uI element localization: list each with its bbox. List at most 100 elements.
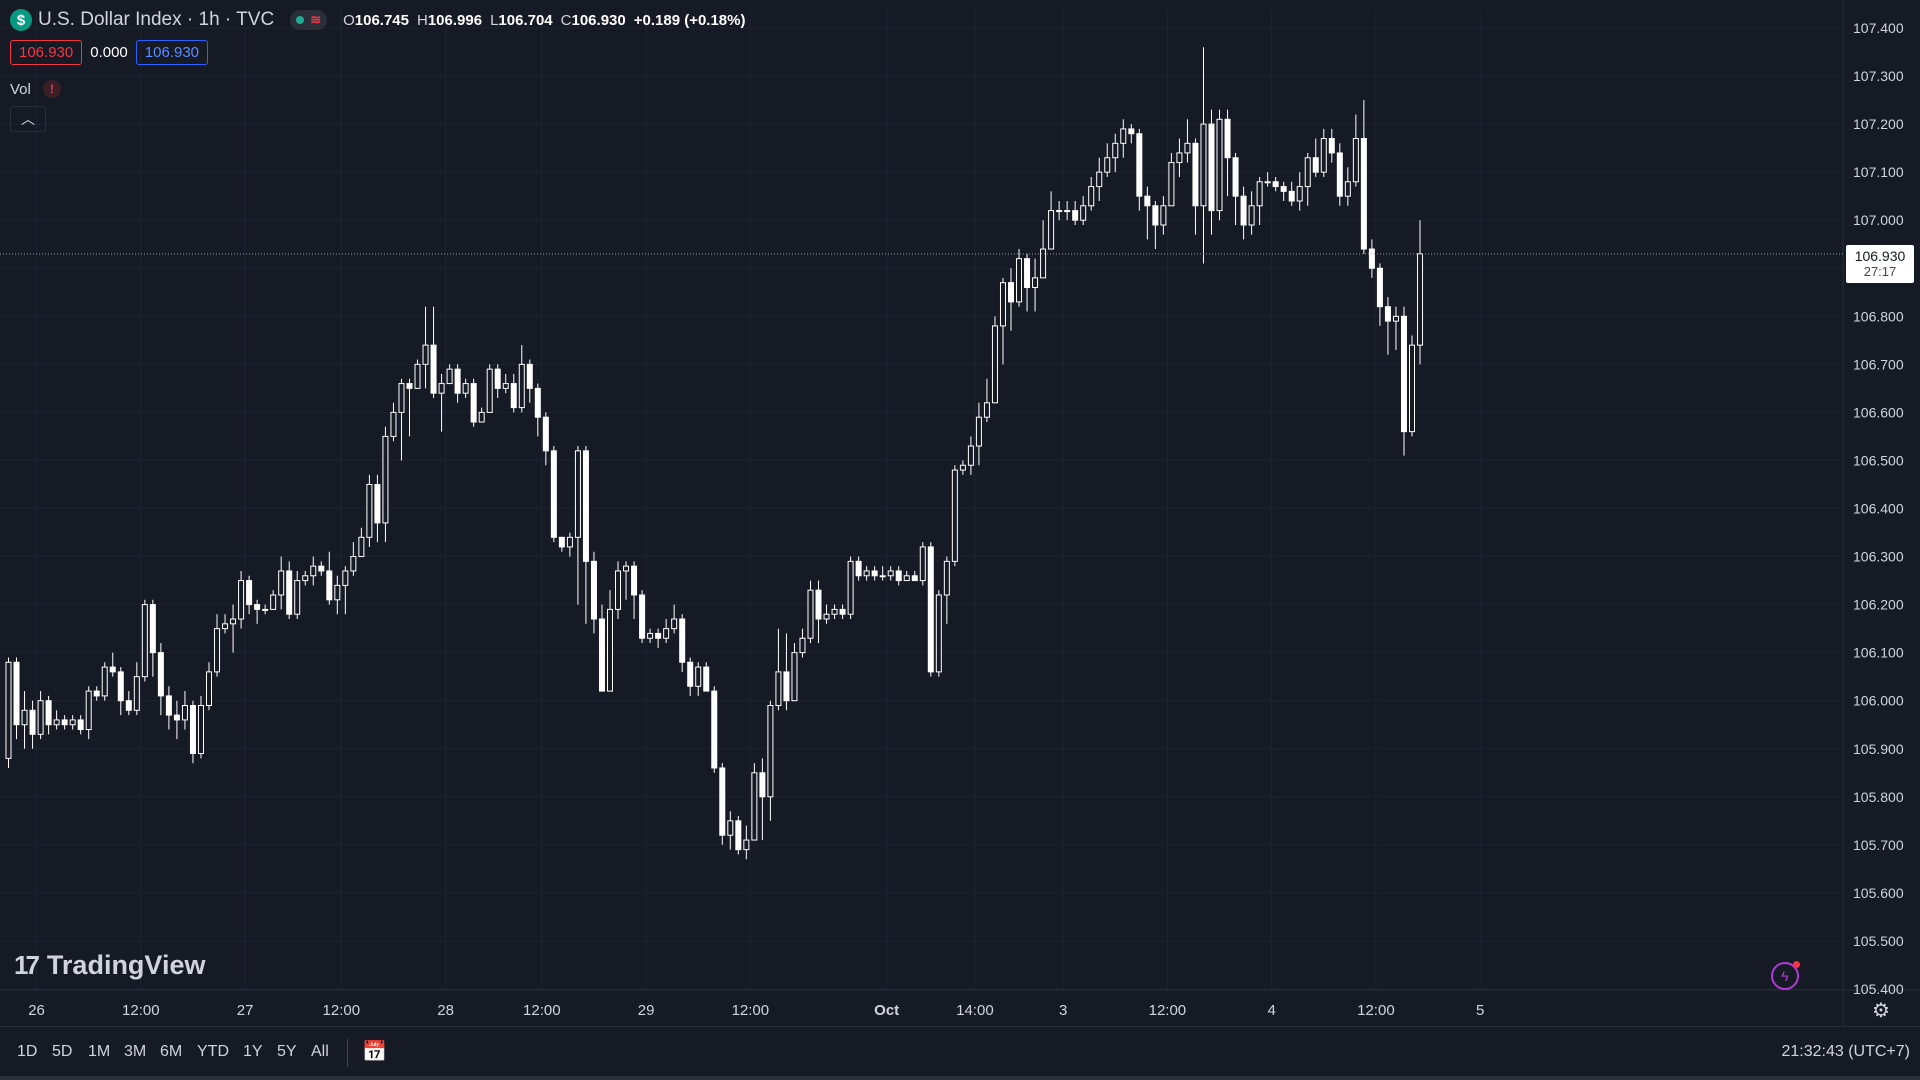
change-value: +0.189 (+0.18%) [633,11,746,29]
range-all-button[interactable]: All [311,1043,329,1060]
lightning-icon[interactable]: ϟ [1771,961,1800,990]
candle-body [1384,306,1391,322]
candle [1384,297,1391,355]
candle [446,364,453,385]
candle-body [1264,181,1271,184]
candle-body [382,435,389,524]
range-ytd-button[interactable]: YTD [197,1043,229,1060]
candle-body [847,560,854,615]
candle [69,715,76,730]
candle-body [1368,248,1375,269]
candle-body [655,632,662,639]
candle [558,536,565,552]
candle [895,566,902,586]
candle [951,465,958,567]
candle [759,758,766,841]
candle [1096,157,1103,201]
candle [807,580,814,644]
candle-body [919,546,926,582]
candle [254,599,261,624]
candle-body [109,666,116,673]
range-6m-button[interactable]: 6M [160,1043,183,1060]
candle-body [197,705,204,755]
candle [246,575,253,615]
status-pill[interactable]: ≋ [290,10,328,30]
candle [550,446,557,543]
price-chart[interactable]: 107.400 107.300 107.200 107.100 107.000 106.9… [0,0,1920,1026]
candle-body [510,383,517,409]
x-tick-label: 14:00 [956,1002,994,1019]
candle-body [663,628,670,639]
candle [214,614,221,677]
x-tick-label: 27 [237,1002,254,1019]
candle [1417,220,1424,365]
volume-label[interactable]: Vol [10,80,31,98]
candle [791,643,798,702]
candle-body [470,383,477,423]
candle [855,556,862,581]
candle [727,811,734,850]
candle [542,412,549,466]
candle-body [246,580,253,606]
candle [77,715,84,735]
sell-button[interactable]: 106.930 [10,40,83,65]
candle [29,700,36,749]
candle-body [1056,210,1063,213]
candle [566,532,573,557]
candle [1248,191,1255,235]
candle-body [631,565,638,596]
candle-body [1152,205,1159,226]
calendar-range-icon[interactable]: 📅 [362,1041,387,1063]
candle-body [125,700,132,711]
range-1y-button[interactable]: 1Y [243,1043,263,1060]
candle-body [1144,195,1151,207]
candle [13,657,20,740]
candle-body [1312,157,1319,173]
candle-body [566,536,573,548]
candle-body [1192,142,1199,207]
candle-body [879,575,886,578]
y-tick-label: 107.400 [1853,20,1904,36]
candle [510,373,517,413]
candle [109,652,116,677]
settings-gear-icon[interactable]: ⚙ [1872,1000,1890,1022]
x-tick-label: 5 [1476,1002,1484,1019]
candle-body [1352,138,1359,183]
candle [815,580,822,644]
symbol-title[interactable]: U.S. Dollar Index · 1h · TVC [38,9,275,30]
candle-body [294,580,301,615]
candle-body [815,589,822,620]
candle-body [607,608,613,692]
candle [863,566,870,581]
range-1m-button[interactable]: 1M [88,1043,111,1060]
range-5y-button[interactable]: 5Y [277,1043,297,1060]
candle-body [558,536,565,548]
candle-body [406,383,413,389]
candle-body [310,565,317,577]
candle [1184,119,1191,163]
candle [991,316,998,404]
candle [149,599,156,677]
bid-ask-row: 106.930 0.000 106.930 [10,40,209,65]
candle-body [983,402,990,418]
candle [1008,268,1014,331]
candle-body [1008,282,1014,303]
candle-body [1400,315,1407,433]
candle [486,364,493,413]
candle [438,373,445,432]
alert-icon[interactable]: ! [42,80,61,98]
x-tick-label: 29 [638,1002,655,1019]
collapse-legend-button[interactable]: ︿ [10,106,46,132]
buy-button[interactable]: 106.930 [135,40,209,65]
candle [967,436,974,475]
range-1d-button[interactable]: 1D [17,1043,38,1060]
candle-body [222,623,229,630]
low-value: 106.704 [498,11,553,29]
candle [598,604,605,692]
candle [454,364,461,403]
candle [1016,249,1023,307]
utc-clock[interactable]: 21:32:43 (UTC+7) [1781,1043,1910,1060]
range-5d-button[interactable]: 5D [52,1043,73,1060]
range-3m-button[interactable]: 3M [124,1043,147,1060]
tradingview-logo[interactable]: 17 TradingView [14,950,205,981]
